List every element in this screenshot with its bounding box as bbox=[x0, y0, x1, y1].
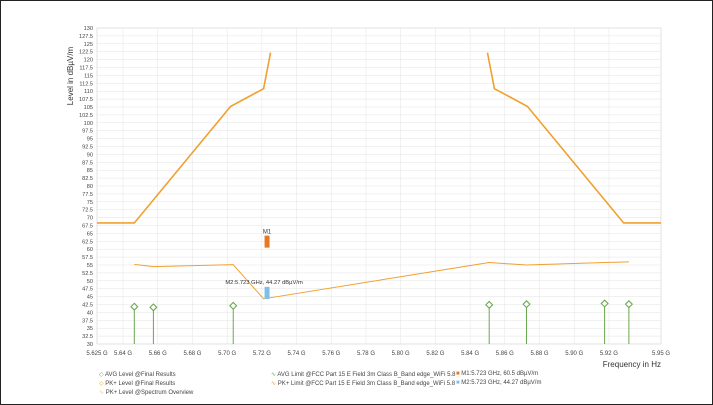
legend-item-pk-limit: ∿ PK+ Limit @FCC Part 15 E Field 3m Clas… bbox=[271, 381, 456, 387]
y-tick-label: 52.5 bbox=[82, 271, 93, 277]
y-tick-label: 87.5 bbox=[82, 160, 93, 166]
y-axis-label: Level in dBµV/m bbox=[66, 46, 75, 105]
y-tick-label: 127.5 bbox=[79, 34, 93, 40]
x-tick-label: 5.78 G bbox=[357, 351, 375, 357]
legend-item-pk-level-final: ◇ PK+ Level @Final Results bbox=[99, 381, 176, 387]
y-tick-label: 125 bbox=[84, 42, 93, 48]
x-tick-label: 5.72 G bbox=[253, 351, 271, 357]
pk-final-point bbox=[149, 303, 158, 312]
y-tick-label: 35 bbox=[87, 326, 93, 332]
y-tick-label: 42.5 bbox=[82, 303, 93, 309]
marker-m1-flag bbox=[264, 235, 270, 248]
x-tick-label: 5.70 G bbox=[218, 351, 236, 357]
y-tick-label: 65 bbox=[87, 231, 93, 237]
y-tick-label: 47.5 bbox=[82, 287, 93, 293]
y-tick-label: 120 bbox=[84, 58, 93, 64]
marker-m1-label: M1 bbox=[263, 230, 272, 236]
y-tick-label: 90 bbox=[87, 152, 93, 158]
y-tick-label: 50 bbox=[87, 279, 93, 285]
y-tick-label: 122.5 bbox=[79, 50, 93, 56]
x-tick-label: 5.66 G bbox=[149, 351, 167, 357]
y-tick-label: 37.5 bbox=[82, 318, 93, 324]
y-tick-label: 40 bbox=[87, 310, 93, 316]
spectrum-overview-line bbox=[134, 261, 629, 300]
grid-lines bbox=[96, 27, 662, 345]
y-tick-label: 70 bbox=[87, 216, 93, 222]
marker-m2-label: M2:5.723 GHz, 44.27 dBµV/m bbox=[225, 280, 303, 286]
pk-final-point bbox=[130, 302, 139, 311]
legend-item-m2: ■ M2:5.723 GHz, 44.27 dBµV/m bbox=[456, 380, 542, 386]
y-tick-label: 92.5 bbox=[82, 145, 93, 151]
x-tick-label: 5.84 G bbox=[461, 351, 479, 357]
x-tick-label: 5.88 G bbox=[531, 351, 549, 357]
y-tick-label: 80 bbox=[87, 184, 93, 190]
x-tick-label: 5.74 G bbox=[288, 351, 306, 357]
y-tick-label: 107.5 bbox=[79, 97, 93, 103]
x-tick-label: 5.80 G bbox=[392, 351, 410, 357]
y-tick-label: 102.5 bbox=[79, 113, 93, 119]
legend-item-avg-limit: ∿ AVG Limit @FCC Part 15 E Field 3m Clas… bbox=[271, 372, 456, 378]
y-tick-label: 97.5 bbox=[82, 129, 93, 135]
y-tick-label: 75 bbox=[87, 200, 93, 206]
pk-final-point bbox=[522, 300, 531, 309]
y-tick-label: 112.5 bbox=[79, 81, 93, 87]
y-tick-label: 85 bbox=[87, 168, 93, 174]
y-tick-label: 45 bbox=[87, 295, 93, 301]
y-tick-label: 100 bbox=[84, 121, 93, 127]
legend-diamond-icon: ◇ bbox=[99, 381, 106, 387]
y-tick-label: 55 bbox=[87, 263, 93, 269]
x-tick-label: 5.92 G bbox=[600, 351, 618, 357]
x-tick-label: 5.68 G bbox=[183, 351, 201, 357]
y-tick-label: 57.5 bbox=[82, 255, 93, 261]
pk-limit-line bbox=[486, 52, 661, 224]
y-tick-label: 60 bbox=[87, 247, 93, 253]
x-tick-label: 5.625 G bbox=[86, 351, 108, 357]
y-tick-label: 77.5 bbox=[82, 192, 93, 198]
marker-m2-flag bbox=[264, 286, 270, 299]
legend-line-icon: ∿ bbox=[99, 390, 106, 396]
x-tick-label: 5.82 G bbox=[426, 351, 444, 357]
y-tick-label: 130 bbox=[84, 26, 93, 32]
y-tick-label: 82.5 bbox=[82, 176, 93, 182]
y-tick-label: 30 bbox=[87, 342, 93, 348]
y-tick-label: 105 bbox=[84, 105, 93, 111]
pk-limit-line bbox=[97, 52, 272, 224]
x-tick-label: 5.90 G bbox=[565, 351, 583, 357]
legend-item-pk-level-overview: ∿ PK+ Level @Spectrum Overview bbox=[99, 390, 194, 396]
pk-final-point bbox=[600, 299, 609, 308]
y-tick-label: 95 bbox=[87, 137, 93, 143]
x-tick-label: 5.76 G bbox=[322, 351, 340, 357]
x-tick-label: 5.95 G bbox=[652, 351, 670, 357]
legend-line-icon: ∿ bbox=[271, 372, 278, 378]
legend-marker-icon: ■ bbox=[456, 380, 462, 386]
y-tick-label: 117.5 bbox=[79, 66, 93, 72]
y-tick-label: 115 bbox=[84, 73, 93, 79]
y-tick-label: 110 bbox=[84, 89, 93, 95]
pk-final-point bbox=[624, 300, 633, 309]
y-tick-label: 67.5 bbox=[82, 224, 93, 230]
x-tick-label: 5.86 G bbox=[496, 351, 514, 357]
legend-diamond-icon: ◇ bbox=[99, 372, 105, 378]
legend-item-avg-level-final: ◇ AVG Level @Final Results bbox=[99, 372, 176, 378]
legend-line-icon: ∿ bbox=[271, 381, 278, 387]
pk-final-point bbox=[229, 301, 238, 310]
legend-marker-icon: ■ bbox=[456, 371, 462, 377]
x-tick-label: 5.64 G bbox=[114, 351, 132, 357]
y-tick-label: 72.5 bbox=[82, 208, 93, 214]
y-tick-label: 62.5 bbox=[82, 239, 93, 245]
legend-item-m1: ■ M1:5.723 GHz, 60.5 dBµV/m bbox=[456, 371, 539, 377]
y-tick-label: 32.5 bbox=[82, 334, 93, 340]
x-axis-label: Frequency in Hz bbox=[603, 360, 661, 369]
pk-final-point bbox=[485, 300, 494, 309]
